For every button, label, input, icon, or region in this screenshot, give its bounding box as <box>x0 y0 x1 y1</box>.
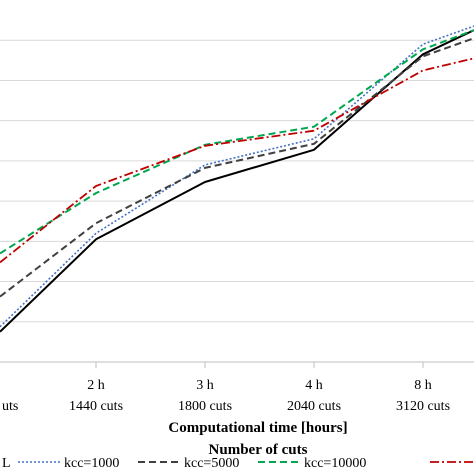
legend-label-3: kcc=10000 <box>304 456 366 471</box>
series-line-2 <box>0 37 474 298</box>
x-tick-cuts-label: 3120 cuts <box>396 399 450 414</box>
series-line-4 <box>0 57 474 264</box>
legend-label-1: kcc=1000 <box>64 456 119 471</box>
series-line-3 <box>0 29 474 255</box>
x-axis-title: Computational time [hours] <box>168 420 347 436</box>
x-tick-time-label: 8 h <box>414 378 432 393</box>
x-tick-labels: uts 2 h 1440 cuts 3 h 1800 cuts 4 h 2040 cuts 8… <box>2 362 450 414</box>
x-tick-time-label: 4 h <box>305 378 323 393</box>
series-line-1 <box>0 25 474 328</box>
x-tick-time-label: 2 h <box>87 378 105 393</box>
x-tick-cuts-label: 1440 cuts <box>69 399 123 414</box>
x-tick-cuts-label: 2040 cuts <box>287 399 341 414</box>
x-tick-cuts-label: uts <box>2 399 18 414</box>
legend-label-0: L <box>2 456 11 471</box>
x-tick-time-label: 3 h <box>196 378 214 393</box>
x-tick-cuts-label: 1800 cuts <box>178 399 232 414</box>
legend-label-2: kcc=5000 <box>184 456 239 471</box>
x-axis-subtitle: Number of cuts <box>209 442 308 458</box>
series-lines <box>0 25 474 333</box>
series-line-0 <box>0 29 474 333</box>
